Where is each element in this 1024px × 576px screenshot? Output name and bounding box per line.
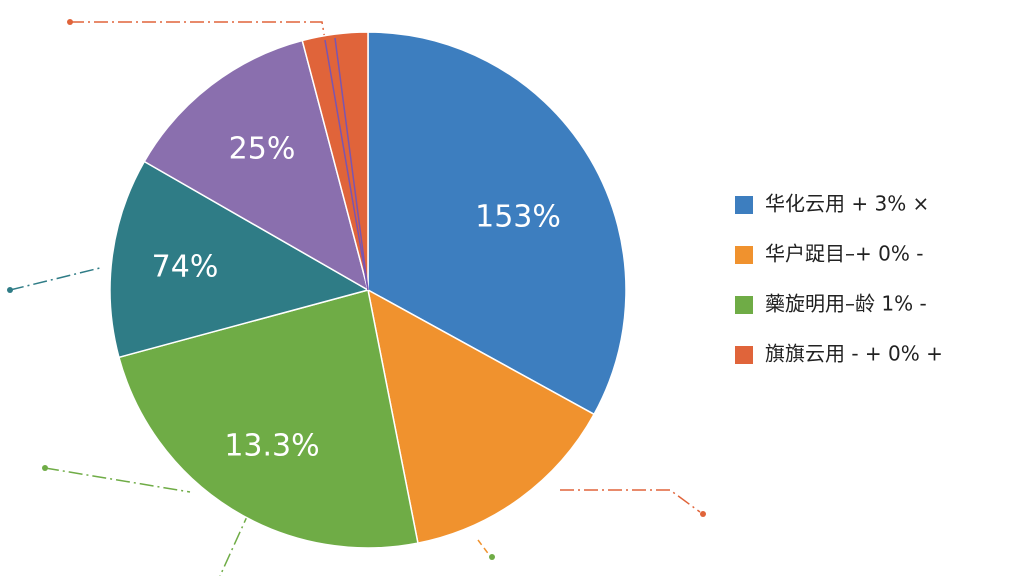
leader-line bbox=[70, 21, 326, 41]
pie-slice bbox=[118, 289, 419, 549]
leader-lines bbox=[7, 19, 706, 576]
pie-slice bbox=[301, 31, 369, 291]
legend-swatch bbox=[735, 196, 753, 214]
pie bbox=[109, 31, 627, 549]
slice-label: 74% bbox=[152, 250, 219, 285]
leader-line bbox=[477, 539, 491, 557]
legend-swatch bbox=[735, 246, 753, 264]
legend-label: 华化云用 + 3% × bbox=[765, 192, 929, 216]
legend-label: 华户踀目–+ 0% - bbox=[765, 242, 923, 266]
pie-slice bbox=[109, 160, 370, 359]
pie-slice bbox=[367, 31, 627, 416]
leader-line bbox=[219, 509, 251, 576]
legend-swatch bbox=[735, 296, 753, 314]
leader-line bbox=[9, 267, 101, 291]
leader-dot bbox=[67, 19, 73, 25]
leader-line bbox=[44, 467, 191, 493]
legend: 华化云用 + 3% × 华户踀目–+ 0% - 藥旋明用–龄 1% - 旗旗云用 - … bbox=[735, 192, 943, 366]
legend-label: 藥旋明用–龄 1% - bbox=[765, 292, 927, 316]
leader-dot bbox=[7, 287, 13, 293]
legend-swatch bbox=[735, 346, 753, 364]
pie-slice bbox=[143, 39, 370, 292]
leader-line bbox=[560, 489, 701, 513]
slice-label: 13.3% bbox=[224, 429, 319, 464]
leader-dot bbox=[700, 511, 706, 517]
leader-line bbox=[324, 37, 369, 291]
legend-label: 旗旗云用 - + 0% + bbox=[765, 342, 943, 366]
slice-label: 25% bbox=[229, 132, 296, 167]
pie-slice bbox=[366, 288, 596, 545]
leader-dot bbox=[489, 554, 495, 560]
slice-label: 153% bbox=[475, 200, 561, 235]
leader-dot bbox=[42, 465, 48, 471]
